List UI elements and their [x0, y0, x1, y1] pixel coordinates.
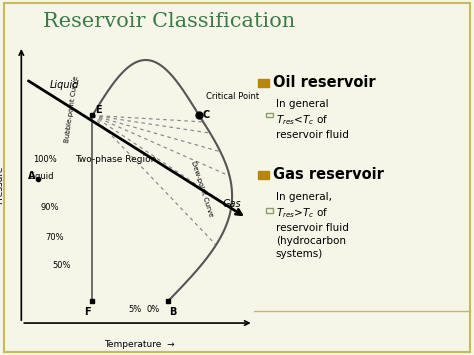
- Text: Liquid: Liquid: [28, 172, 54, 181]
- Text: 70%: 70%: [45, 233, 64, 242]
- Text: Two-phase Region: Two-phase Region: [75, 155, 157, 164]
- Bar: [266, 208, 273, 213]
- Text: C: C: [203, 110, 210, 120]
- Text: Dew-point Curve: Dew-point Curve: [190, 160, 213, 218]
- Text: Gas: Gas: [223, 199, 241, 209]
- Text: Oil reservoir: Oil reservoir: [273, 75, 376, 90]
- Text: 5%: 5%: [128, 305, 141, 314]
- Text: A: A: [28, 171, 36, 181]
- Text: In general
$T_{res}$<$T_c$ of
reservoir fluid: In general $T_{res}$<$T_c$ of reservoir …: [276, 99, 349, 140]
- Text: B: B: [170, 307, 177, 317]
- Text: Pressure: Pressure: [0, 165, 4, 204]
- Text: 100%: 100%: [33, 155, 57, 164]
- Bar: [266, 113, 273, 117]
- Text: Liquid: Liquid: [50, 80, 79, 90]
- Bar: [258, 171, 269, 179]
- Text: F: F: [84, 307, 91, 317]
- Text: E: E: [95, 105, 101, 115]
- Text: Gas reservoir: Gas reservoir: [273, 167, 384, 182]
- Text: Bubble-point Curve: Bubble-point Curve: [64, 76, 79, 143]
- Text: Temperature  →: Temperature →: [105, 340, 175, 349]
- Text: 0%: 0%: [147, 305, 160, 314]
- Bar: [258, 79, 269, 87]
- Text: 90%: 90%: [40, 202, 59, 212]
- Text: 50%: 50%: [52, 261, 71, 270]
- FancyBboxPatch shape: [4, 3, 470, 352]
- Text: Reservoir Classification: Reservoir Classification: [43, 12, 295, 32]
- Text: In general,
$T_{res}$>$T_c$ of
reservoir fluid
(hydrocarbon
systems): In general, $T_{res}$>$T_c$ of reservoir…: [276, 192, 349, 259]
- Text: Critical Point: Critical Point: [206, 92, 259, 101]
